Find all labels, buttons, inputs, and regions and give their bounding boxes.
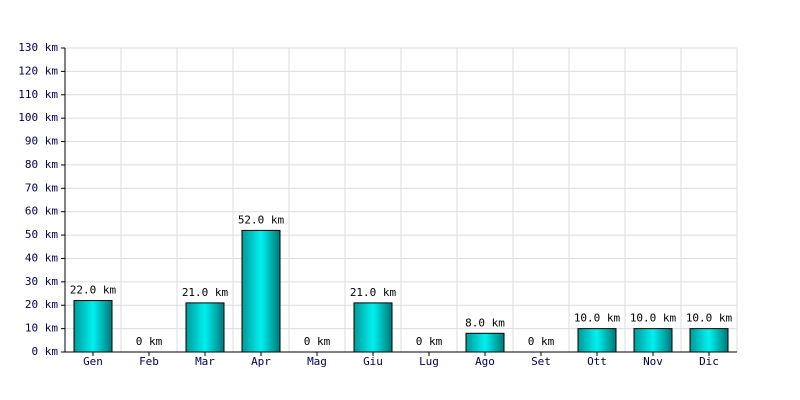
- x-tick-label: Feb: [139, 355, 159, 368]
- x-tick-label: Lug: [419, 355, 439, 368]
- value-label: 10.0 km: [630, 312, 677, 325]
- value-label: 8.0 km: [465, 316, 505, 329]
- value-label: 10.0 km: [686, 312, 733, 325]
- value-label: 22.0 km: [70, 284, 117, 297]
- x-tick-label: Dic: [699, 355, 719, 368]
- y-tick-label: 70 km: [25, 181, 58, 194]
- x-tick-label: Gen: [83, 355, 103, 368]
- bar: [465, 332, 505, 353]
- y-tick-label: 120 km: [18, 64, 58, 77]
- y-tick-label: 0 km: [32, 345, 59, 358]
- x-tick-label: Set: [531, 355, 551, 368]
- y-tick-label: 40 km: [25, 251, 58, 264]
- y-tick-label: 90 km: [25, 135, 58, 148]
- x-tick-label: Nov: [643, 355, 663, 368]
- y-tick-label: 110 km: [18, 88, 58, 101]
- value-label: 0 km: [528, 335, 555, 348]
- value-label: 0 km: [136, 335, 163, 348]
- bar: [73, 300, 113, 353]
- value-label: 52.0 km: [238, 213, 285, 226]
- y-tick-label: 130 km: [18, 41, 58, 54]
- value-label: 0 km: [416, 335, 443, 348]
- x-tick-label: Apr: [251, 355, 271, 368]
- bar: [241, 229, 281, 353]
- bar: [185, 302, 225, 353]
- y-tick-label: 20 km: [25, 298, 58, 311]
- y-tick-label: 50 km: [25, 228, 58, 241]
- y-tick-label: 100 km: [18, 111, 58, 124]
- bar: [353, 302, 393, 353]
- y-tick-label: 60 km: [25, 205, 58, 218]
- x-tick-label: Ott: [587, 355, 607, 368]
- bar: [633, 328, 673, 353]
- y-tick-label: 10 km: [25, 322, 58, 335]
- y-tick-label: 80 km: [25, 158, 58, 171]
- bar: [577, 328, 617, 353]
- bar: [689, 328, 729, 353]
- x-tick-label: Mar: [195, 355, 215, 368]
- value-label: 0 km: [304, 335, 331, 348]
- x-tick-label: Mag: [307, 355, 327, 368]
- x-tick-label: Giu: [363, 355, 383, 368]
- y-tick-label: 30 km: [25, 275, 58, 288]
- value-label: 10.0 km: [574, 312, 621, 325]
- value-label: 21.0 km: [182, 286, 229, 299]
- value-label: 21.0 km: [350, 286, 397, 299]
- x-tick-label: Ago: [475, 355, 495, 368]
